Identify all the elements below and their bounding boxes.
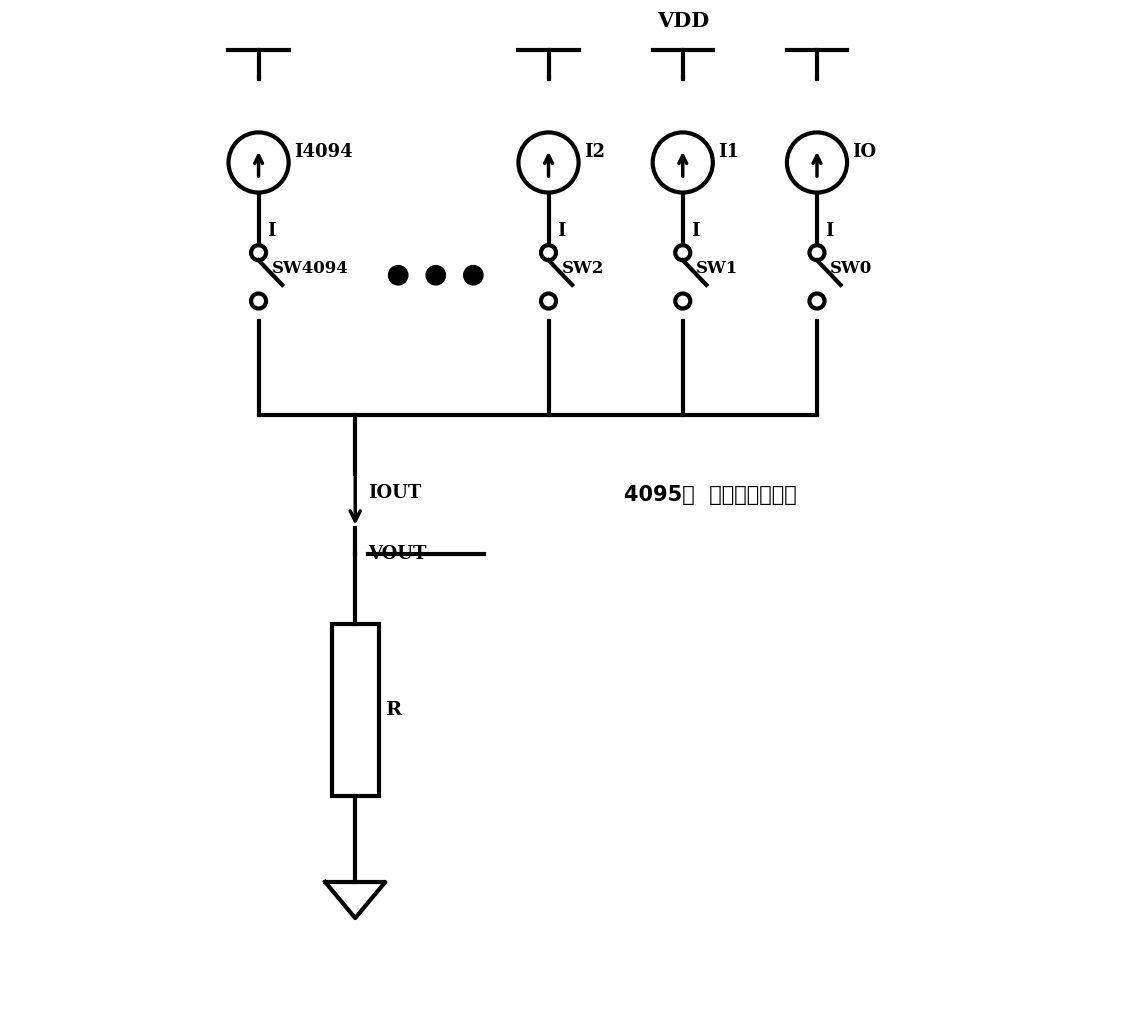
Bar: [332, 624, 378, 796]
Text: I: I: [267, 222, 276, 240]
Text: VDD: VDD: [657, 10, 709, 31]
Text: I: I: [691, 222, 700, 240]
Text: SW2: SW2: [561, 260, 604, 277]
Text: I4094: I4094: [294, 143, 352, 161]
Text: R: R: [385, 701, 401, 719]
Circle shape: [389, 266, 408, 284]
Text: I1: I1: [718, 143, 739, 161]
Circle shape: [426, 266, 446, 284]
Text: I2: I2: [584, 143, 605, 161]
Text: I: I: [557, 222, 565, 240]
Text: IOUT: IOUT: [368, 484, 422, 502]
Text: I: I: [825, 222, 834, 240]
Text: 4095个  相同电流源单元: 4095个 相同电流源单元: [624, 485, 797, 505]
Text: IO: IO: [853, 143, 877, 161]
Text: VOUT: VOUT: [368, 545, 426, 564]
Text: SW4094: SW4094: [271, 260, 348, 277]
Circle shape: [464, 266, 483, 284]
Text: SW0: SW0: [830, 260, 872, 277]
Text: SW1: SW1: [695, 260, 738, 277]
